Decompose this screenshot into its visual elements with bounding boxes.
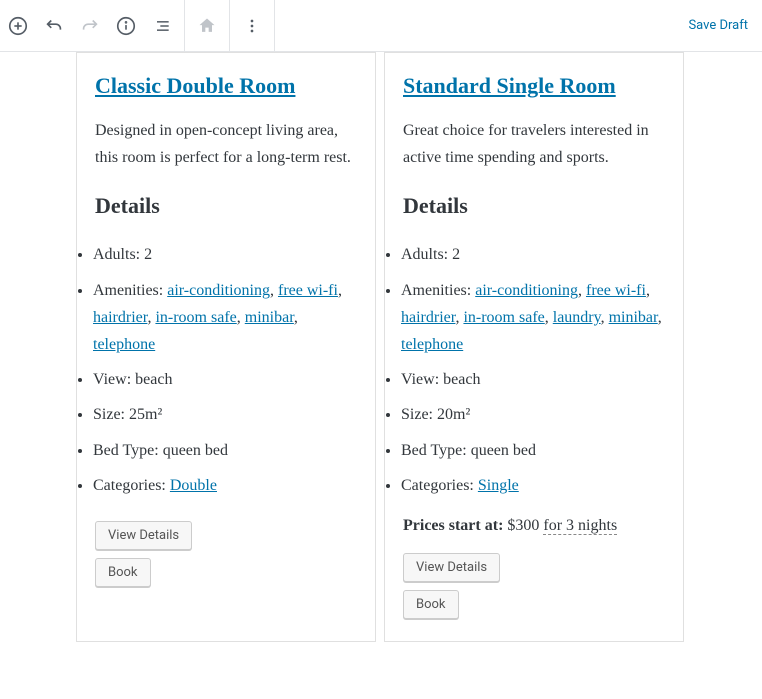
details-list: Adults: 2 Amenities: air-conditioning, fr… [95, 241, 357, 499]
amenity-link[interactable]: minibar [245, 309, 294, 326]
room-title-link[interactable]: Standard Single Room [403, 73, 616, 98]
detail-view: View: beach [401, 366, 665, 393]
details-heading: Details [403, 193, 665, 219]
details-list: Adults: 2 Amenities: air-conditioning, fr… [403, 241, 665, 499]
amenity-link[interactable]: air-conditioning [167, 282, 270, 299]
more-options-button[interactable] [234, 0, 270, 52]
detail-categories: Categories: Double [93, 472, 357, 499]
undo-button[interactable] [36, 0, 72, 52]
detail-bedtype: Bed Type: queen bed [401, 437, 665, 464]
price-line: Prices start at: $300 for 3 nights [403, 517, 665, 535]
detail-size: Size: 20m² [401, 401, 665, 428]
toolbar-separator [229, 0, 230, 52]
detail-categories: Categories: Single [401, 472, 665, 499]
category-link[interactable]: Single [478, 477, 519, 494]
details-heading: Details [95, 193, 357, 219]
amenity-link[interactable]: hairdrier [93, 309, 147, 326]
amenity-link[interactable]: air-conditioning [475, 282, 578, 299]
room-title: Standard Single Room [403, 73, 665, 99]
home-icon[interactable] [189, 0, 225, 52]
amenity-link[interactable]: telephone [93, 336, 155, 353]
content-area: Classic Double Room Designed in open-conc… [0, 52, 762, 662]
detail-amenities: Amenities: air-conditioning, free wi-fi,… [401, 277, 665, 359]
book-button[interactable]: Book [403, 590, 459, 619]
price-label: Prices start at: [403, 517, 503, 534]
amenity-link[interactable]: free wi-fi [278, 282, 338, 299]
detail-amenities: Amenities: air-conditioning, free wi-fi,… [93, 277, 357, 359]
room-description: Designed in open-concept living area, th… [95, 117, 357, 171]
book-button[interactable]: Book [95, 558, 151, 587]
room-description: Great choice for travelers interested in… [403, 117, 665, 171]
room-card: Standard Single Room Great choice for tra… [384, 52, 684, 642]
save-draft-button[interactable]: Save Draft [674, 18, 762, 33]
amenity-link[interactable]: telephone [401, 336, 463, 353]
amenity-link[interactable]: minibar [609, 309, 658, 326]
detail-adults: Adults: 2 [401, 241, 665, 268]
room-title: Classic Double Room [95, 73, 357, 99]
room-card: Classic Double Room Designed in open-conc… [76, 52, 376, 642]
info-button[interactable] [108, 0, 144, 52]
toolbar-separator [274, 0, 275, 52]
amenity-link[interactable]: hairdrier [401, 309, 455, 326]
view-details-button[interactable]: View Details [403, 553, 500, 582]
detail-bedtype: Bed Type: queen bed [93, 437, 357, 464]
price-nights: for 3 nights [543, 517, 617, 535]
detail-adults: Adults: 2 [93, 241, 357, 268]
editor-toolbar: Save Draft [0, 0, 762, 52]
outline-button[interactable] [144, 0, 180, 52]
amenity-link[interactable]: in-room safe [463, 309, 544, 326]
detail-view: View: beach [93, 366, 357, 393]
view-details-button[interactable]: View Details [95, 521, 192, 550]
category-link[interactable]: Double [170, 477, 217, 494]
amenity-link[interactable]: in-room safe [155, 309, 236, 326]
toolbar-separator [184, 0, 185, 52]
room-title-link[interactable]: Classic Double Room [95, 73, 295, 98]
amenity-link[interactable]: free wi-fi [586, 282, 646, 299]
amenity-link[interactable]: laundry [553, 309, 601, 326]
toolbar-left [0, 0, 279, 51]
detail-size: Size: 25m² [93, 401, 357, 428]
redo-button[interactable] [72, 0, 108, 52]
add-block-button[interactable] [0, 0, 36, 52]
